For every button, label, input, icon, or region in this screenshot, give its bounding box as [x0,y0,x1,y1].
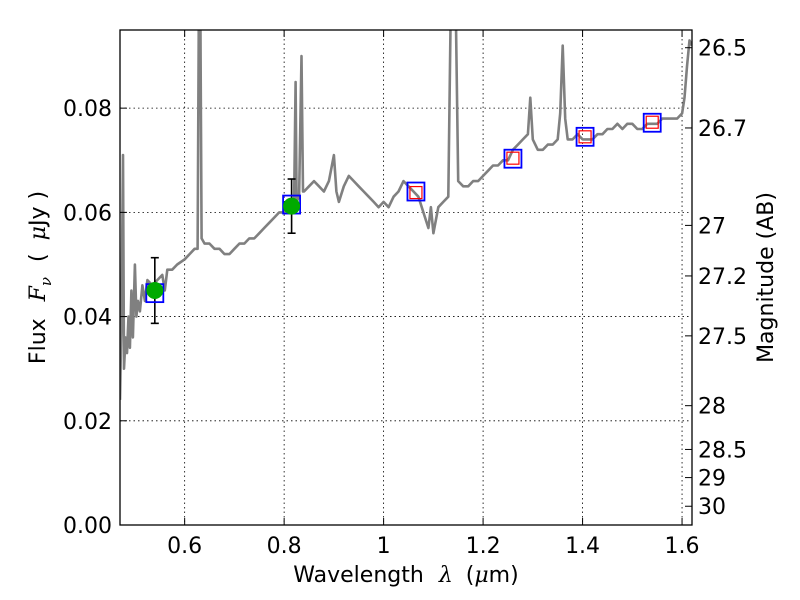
y-axis-label-unit-open: ( [26,253,51,262]
x-tick-label: 1.4 [565,534,600,559]
y-tick-label: 0.00 [63,514,112,539]
y-axis-label-prefix: Flux [26,318,51,364]
right-tick-label: 27.5 [698,325,747,350]
x-tick-label: 1.6 [665,534,700,559]
x-axis-label-unit-mu: μ [474,563,488,588]
y-tick-label: 0.02 [63,410,112,435]
y-axis-label-subscript: ν [37,277,55,286]
spectrum-line [120,30,692,400]
x-axis-label-symbol: λ [438,563,453,588]
y-tick-label: 0.08 [63,97,112,122]
right-tick-label: 26.7 [698,117,747,142]
nir-measurement-marker [645,115,659,129]
grid [120,30,692,525]
nir-measurement-marker [578,130,592,144]
plot-area [120,30,692,400]
optical-measurement-marker [146,282,164,300]
right-tick-label: 27.2 [698,265,747,290]
model-photometry-marker [642,112,662,133]
x-axis-label-unit-open: ( [466,563,475,588]
optical-measurement-marker [283,197,301,215]
x-axis-label-unit-rest: m) [489,563,519,588]
model-photometry-marker [406,181,426,202]
y-axis-label-symbol: F [26,285,51,302]
y-axis-label-unit-mu: μ [26,226,51,240]
right-axis-label: Magnitude (AB) [754,192,779,363]
y-axis-label: Flux Fν ( μJy ) [26,191,57,364]
plot-frame [119,29,693,526]
right-tick-label: 28.5 [698,438,747,463]
model-photometry-marker [575,126,595,147]
x-axis-label-prefix: Wavelength [293,563,424,588]
x-tick-label: 0.6 [167,534,202,559]
right-tick-label: 26.5 [698,37,747,62]
nir-measurement-marker [506,151,520,165]
x-tick-label: 1.2 [466,534,501,559]
y-axis-label-unit-rest: Jy ) [26,191,51,228]
x-axis-label: Wavelength λ (μm) [293,563,518,588]
x-tick-label: 1 [377,534,391,559]
right-tick-label: 27 [698,214,726,239]
y-tick-label: 0.04 [63,306,112,331]
right-tick-label: 28 [698,395,726,420]
nir-measurement-marker [409,185,423,200]
right-tick-label: 30 [698,495,726,520]
model-photometry-marker [503,148,523,169]
right-tick-label: 29 [698,467,726,492]
x-tick-label: 0.8 [267,534,302,559]
axis-ticks: 0.6 0.8 1 1.2 1.4 1.6 0.00 0.02 0.04 0.06 0.08 26.5… [63,30,747,559]
y-tick-label: 0.06 [63,201,112,226]
